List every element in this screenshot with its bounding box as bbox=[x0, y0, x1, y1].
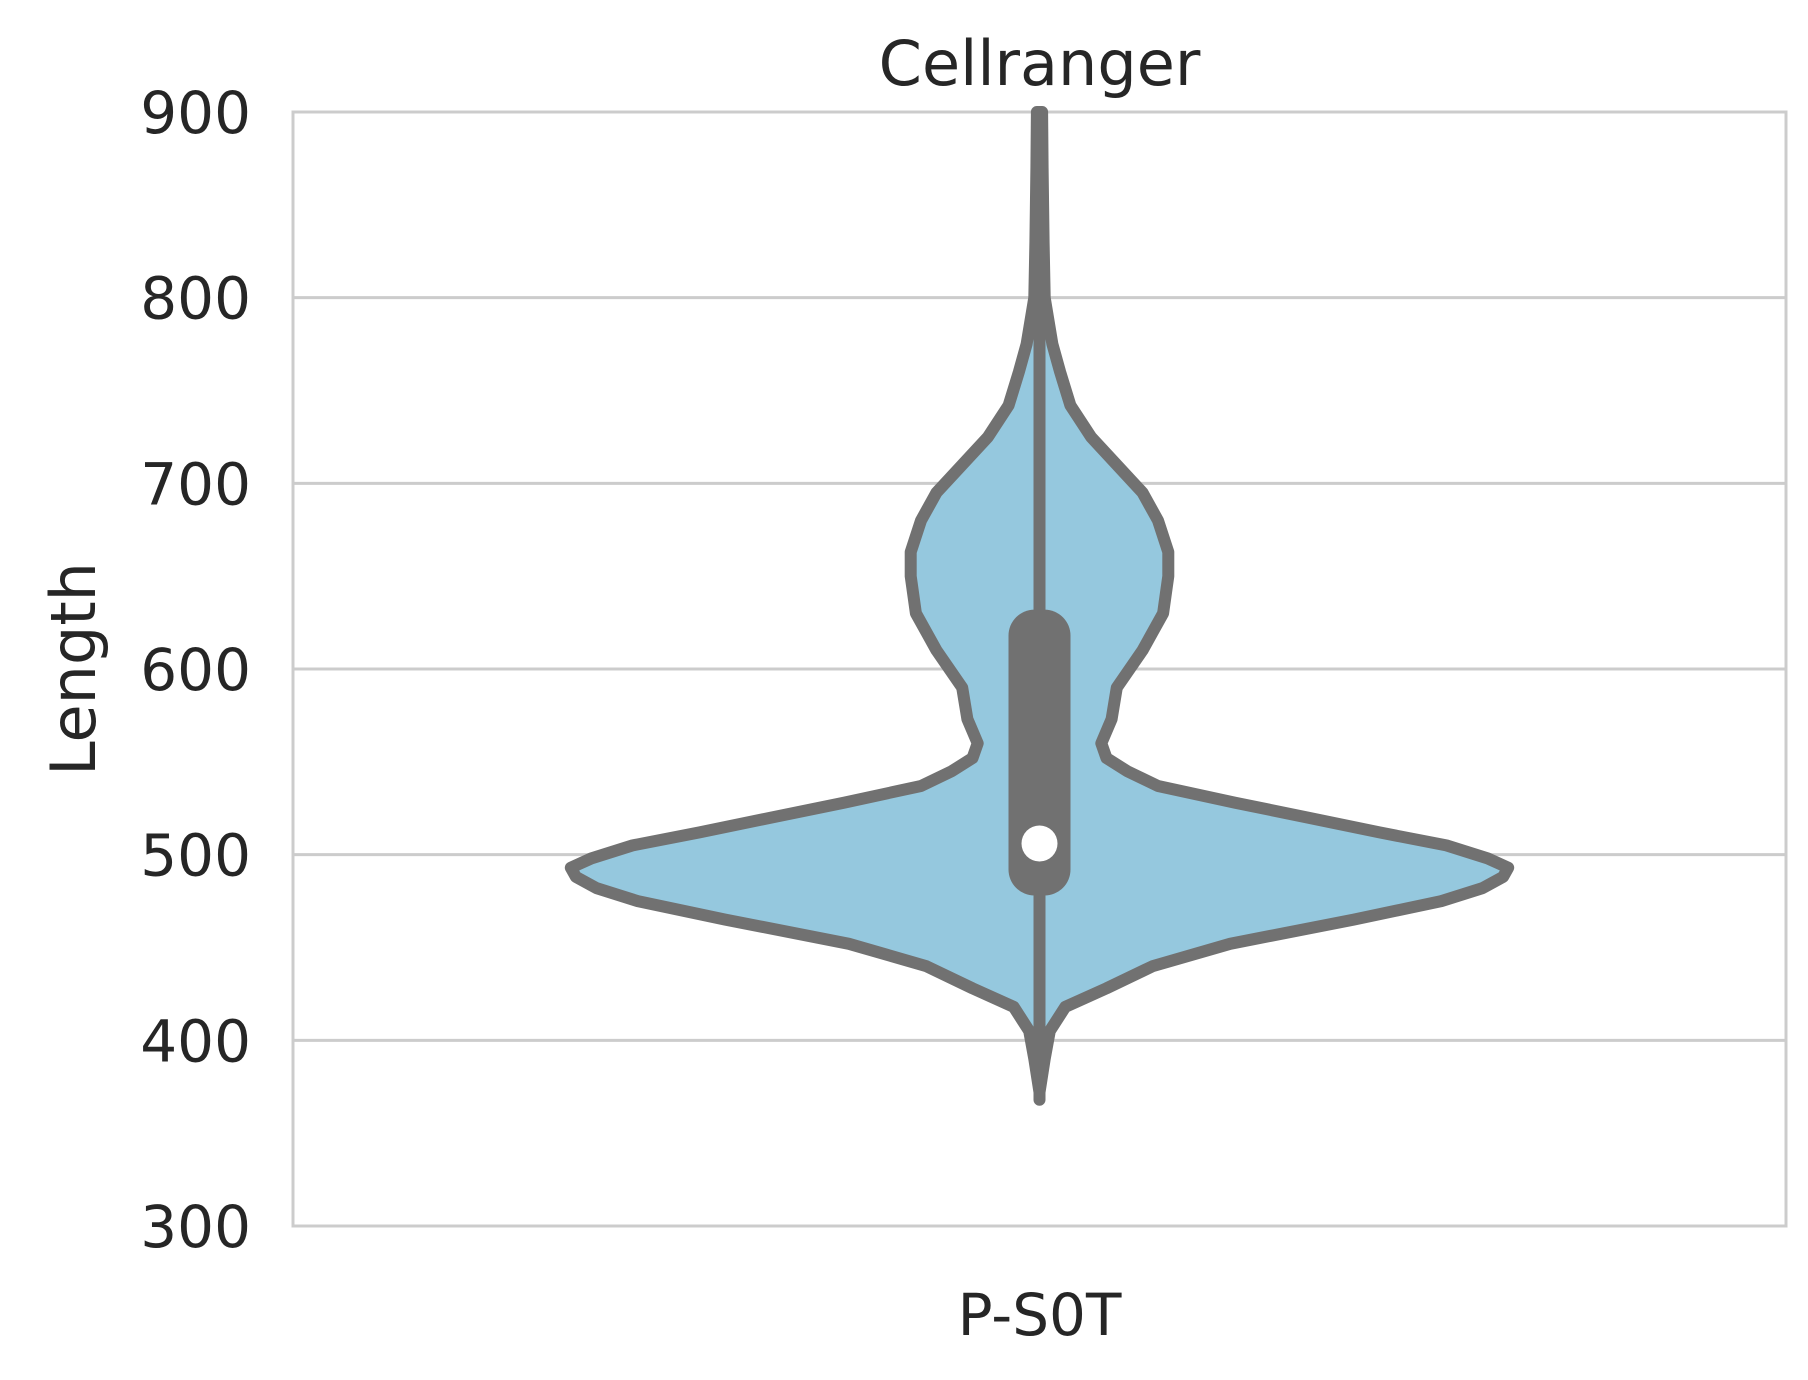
y-tick-label: 700 bbox=[140, 450, 251, 518]
y-tick-label: 300 bbox=[140, 1193, 251, 1261]
x-tick-label: P-S0T bbox=[958, 1281, 1122, 1349]
y-tick-label: 500 bbox=[140, 822, 251, 890]
iqr-box bbox=[1008, 609, 1071, 896]
y-axis-label: Length bbox=[37, 562, 110, 776]
y-tick-label: 400 bbox=[140, 1007, 251, 1075]
chart-title: Cellranger bbox=[879, 27, 1201, 100]
x-tick-labels: P-S0T bbox=[958, 1281, 1122, 1349]
y-tick-labels: 300 400 500 600 700 800 900 bbox=[140, 79, 251, 1261]
median-point bbox=[1021, 825, 1058, 862]
y-tick-label: 900 bbox=[140, 79, 251, 147]
y-tick-label: 800 bbox=[140, 265, 251, 333]
violin-group bbox=[564, 106, 1515, 1106]
y-tick-label: 600 bbox=[140, 636, 251, 704]
